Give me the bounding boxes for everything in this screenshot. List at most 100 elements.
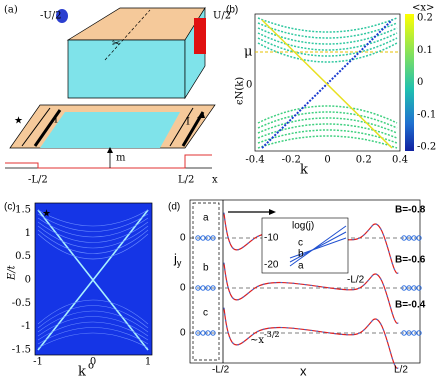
band <box>257 37 398 57</box>
data-point <box>401 235 407 241</box>
x-tick-label: -0.4 <box>245 155 264 166</box>
zoom-box <box>192 202 220 361</box>
bulk-band <box>37 327 149 345</box>
band <box>257 135 398 149</box>
colorbar-tick: 0.2 <box>417 13 433 24</box>
inset-curve <box>289 237 347 259</box>
x-tick-label: 1 <box>145 357 151 368</box>
lead-right <box>194 18 206 54</box>
data-point <box>210 235 216 241</box>
band <box>257 22 398 39</box>
data-point <box>210 285 216 291</box>
x-tick-label: -1 <box>33 357 43 368</box>
fit-label: ~x <box>250 335 264 346</box>
inset-y-label: log(j) <box>292 221 314 232</box>
panel-d: (d) 0 a B=-0.8 0 b B=-0.6 0 c B=-0.4 jy x -L/2 L… <box>168 199 426 378</box>
data-point <box>411 330 417 336</box>
data-point <box>205 330 211 336</box>
inset-tick: -20 <box>264 260 279 271</box>
panel-a: (a) ✂ -U/2 U/2 I I ★ m -L/2 L/2 x <box>4 5 231 186</box>
profile <box>5 154 212 169</box>
edge-band <box>261 19 393 149</box>
voltage-left: -U/2 <box>40 11 62 22</box>
current-label: I <box>186 117 190 128</box>
y-tick-label: 1.5 <box>15 205 31 216</box>
lead-left <box>56 9 68 23</box>
panel-label: (c) <box>4 202 16 213</box>
y-label: jy <box>173 251 182 268</box>
slab-center <box>40 112 180 148</box>
bulk-band <box>37 299 149 325</box>
arrow <box>197 112 205 118</box>
cut-line <box>104 9 151 61</box>
data-point <box>195 235 201 241</box>
colorbar <box>405 14 414 151</box>
bulk-band <box>37 213 149 232</box>
data-point <box>200 330 206 336</box>
edge-line <box>169 107 194 147</box>
y-tick-label: 0.5 <box>15 251 31 262</box>
data-point <box>411 285 417 291</box>
edge-label: L/2 <box>394 365 408 376</box>
fit-label: ~x-3/2 <box>250 330 280 346</box>
data-point <box>406 235 412 241</box>
y-tick-label: -0.5 <box>12 298 31 309</box>
y-tick-label: -1.5 <box>12 345 31 356</box>
arrow <box>269 209 276 215</box>
data-point <box>195 285 201 291</box>
bulk-band <box>37 233 149 260</box>
axis-label: x <box>212 175 218 186</box>
x-tick-label: -0.2 <box>282 155 301 166</box>
y-tick-label: 1 <box>25 228 31 239</box>
x-label: k <box>300 163 308 178</box>
data-point <box>401 285 407 291</box>
data-point <box>416 235 422 241</box>
colorbar-tick: 0.1 <box>417 45 433 56</box>
field-label: B=-0.4 <box>395 300 426 311</box>
bulk-band <box>37 225 149 249</box>
x-tick-label: 0 <box>324 155 330 166</box>
row-label: b <box>203 263 209 274</box>
row-zero: 0 <box>180 328 186 339</box>
band <box>257 105 398 124</box>
y-tick-label: 0 <box>25 275 31 286</box>
data-point <box>411 235 417 241</box>
panel-label: (b) <box>226 5 238 16</box>
field-label: m <box>116 153 126 164</box>
current-data <box>223 307 399 369</box>
current-label: I <box>54 115 58 126</box>
band <box>257 129 398 144</box>
inset-frame <box>261 217 349 274</box>
inset-x-label: -L/2 <box>347 275 365 286</box>
data-point <box>200 285 206 291</box>
box-top <box>66 7 206 41</box>
bulk-band <box>37 316 149 337</box>
bulk-band <box>37 321 149 341</box>
bulk-band <box>37 209 149 227</box>
x-label: x <box>300 363 307 378</box>
data-point <box>205 285 211 291</box>
inset-curve-label: b <box>298 249 304 260</box>
colorbar-label: <x> <box>412 3 434 14</box>
edge-label: L/2 <box>178 175 194 186</box>
x-tick-label: 0 <box>90 357 96 368</box>
y-tick-label: 0 <box>246 80 252 91</box>
data-point <box>401 330 407 336</box>
voltage-right: U/2 <box>213 11 231 22</box>
field-label: B=-0.8 <box>395 205 426 216</box>
band <box>257 117 398 134</box>
inset-curve-label: c <box>298 238 303 249</box>
bulk-band <box>37 217 149 238</box>
inset-tick: -10 <box>264 233 279 244</box>
data-point <box>210 330 216 336</box>
band <box>257 42 398 63</box>
row-label: a <box>203 213 209 224</box>
star: ★ <box>14 116 23 127</box>
arrow <box>107 147 113 153</box>
band <box>257 17 398 33</box>
y-tick-label: -1 <box>21 321 31 332</box>
current-data <box>223 262 399 324</box>
bulk-band <box>37 332 149 349</box>
edge-label: -L/2 <box>212 365 230 376</box>
x-tick-label: 0.4 <box>392 155 408 166</box>
